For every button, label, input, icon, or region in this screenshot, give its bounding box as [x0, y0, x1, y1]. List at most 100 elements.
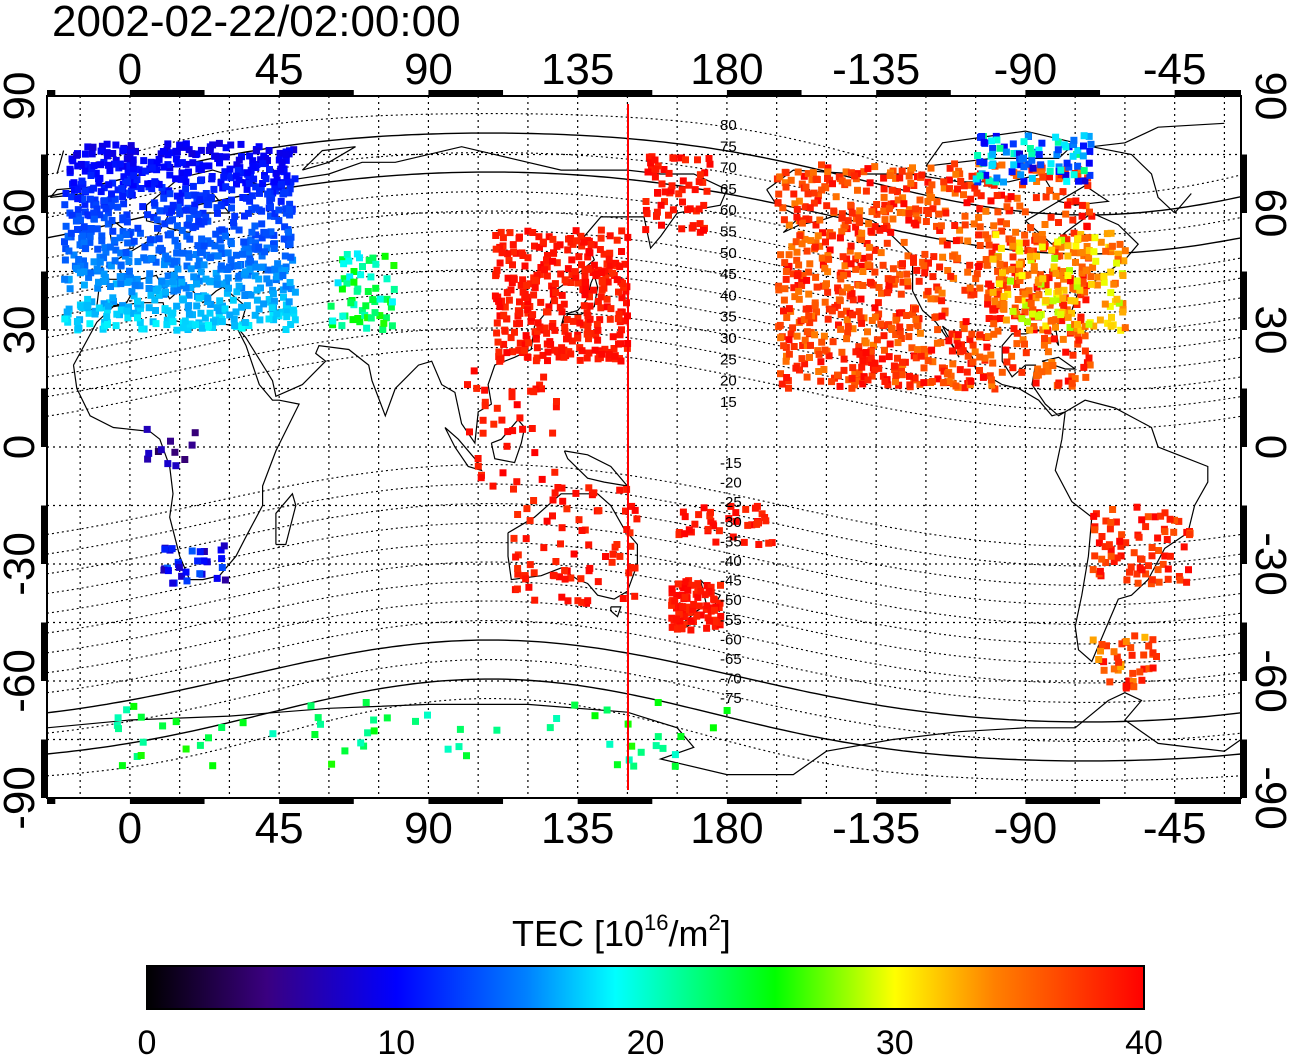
tec-cell — [999, 281, 1007, 289]
tec-cell — [166, 190, 174, 198]
tec-cell — [853, 377, 861, 385]
tec-cell — [220, 173, 228, 181]
tec-cell — [1028, 174, 1036, 182]
tec-cell — [564, 246, 572, 254]
tec-cell — [199, 162, 207, 170]
tec-cell — [939, 379, 947, 387]
tec-cell — [915, 277, 923, 285]
tec-cell — [1060, 268, 1068, 275]
tec-cell — [585, 335, 592, 343]
tec-cell — [860, 168, 868, 176]
tec-cell — [945, 337, 953, 345]
tec-cell — [1107, 229, 1115, 237]
tec-cell — [522, 535, 530, 543]
tec-cell — [710, 522, 718, 530]
tec-cell — [1085, 159, 1093, 167]
tec-cell — [152, 307, 159, 314]
tec-cell — [271, 265, 279, 273]
tec-cell — [249, 162, 257, 170]
tec-cell — [956, 226, 964, 234]
tec-cell — [164, 161, 172, 169]
tec-cell — [1088, 212, 1096, 220]
tec-cell — [216, 236, 224, 244]
tec-cell — [816, 242, 824, 250]
tec-cell — [1029, 306, 1037, 314]
tec-cell — [235, 176, 243, 184]
tec-cell — [1078, 263, 1086, 271]
tec-cell — [529, 229, 537, 236]
tec-cell — [244, 209, 252, 217]
tec-cell — [807, 341, 814, 349]
tec-cell — [96, 258, 104, 266]
tec-cell — [230, 219, 237, 226]
tec-cell — [1136, 668, 1144, 676]
tec-cell — [116, 234, 124, 242]
tec-cell — [109, 179, 117, 187]
frame-bar — [1025, 798, 1101, 804]
tec-cell — [668, 589, 676, 596]
tec-cell — [658, 221, 665, 229]
tec-cell — [1186, 531, 1193, 539]
tec-cell — [1013, 310, 1021, 318]
tec-cell — [584, 325, 592, 332]
tec-cell — [183, 577, 191, 585]
tec-cell — [526, 561, 534, 569]
tec-cell — [279, 286, 287, 294]
tec-cell — [339, 312, 347, 320]
tec-cell — [137, 752, 145, 759]
tec-cell — [363, 324, 371, 332]
tec-cell — [119, 180, 127, 188]
tec-cell — [1142, 523, 1150, 531]
tec-cell — [233, 180, 240, 188]
tec-cell — [1069, 351, 1077, 359]
tec-cell — [1018, 368, 1026, 376]
tec-cell — [372, 284, 380, 292]
tec-cell — [710, 595, 718, 603]
tec-cell — [595, 507, 603, 515]
tec-cell — [188, 150, 196, 158]
tec-cell — [997, 218, 1005, 226]
tec-cell — [1077, 231, 1085, 238]
tec-cell — [536, 323, 544, 331]
tec-cell — [765, 539, 773, 547]
tec-cell — [1142, 570, 1150, 578]
frame-bar — [428, 90, 504, 96]
tec-cell — [560, 353, 568, 361]
tec-cell — [798, 240, 806, 248]
tec-cell — [583, 330, 591, 338]
tec-cell — [682, 578, 690, 586]
tec-cell — [185, 302, 193, 310]
tec-cell — [263, 244, 271, 252]
tec-cell — [732, 509, 740, 517]
tec-cell — [185, 214, 193, 222]
tec-cell — [1089, 566, 1097, 574]
tec-cell — [653, 212, 660, 220]
tec-cell — [172, 175, 180, 183]
tec-cell — [1016, 161, 1024, 169]
tec-cell — [1049, 297, 1057, 305]
colorbar: TEC [1016/m2] 0 10 20 30 40 — [138, 910, 1163, 1057]
tec-cell — [1008, 236, 1016, 244]
tec-cell — [199, 209, 207, 217]
tec-cell — [200, 242, 208, 250]
tec-cell — [578, 598, 586, 606]
tec-cell — [120, 200, 128, 208]
tec-cell — [492, 232, 500, 239]
tec-cell — [217, 179, 225, 187]
tec-cell — [248, 206, 256, 213]
tec-cell — [934, 375, 942, 383]
left-lat-tick-label: -30 — [0, 532, 44, 596]
tec-cell — [98, 232, 106, 240]
right-lat-tick-label: 0 — [1246, 435, 1292, 459]
tec-cell — [753, 502, 761, 510]
tec-cell — [707, 508, 714, 516]
tec-cell — [1138, 676, 1146, 684]
tec-cell — [148, 254, 156, 262]
tec-cell — [1054, 381, 1062, 389]
tec-cell — [904, 282, 912, 290]
tec-cell — [886, 340, 894, 348]
tec-cell — [116, 273, 124, 281]
tec-cell — [489, 482, 497, 490]
tec-cell — [864, 261, 872, 269]
tec-cell — [238, 324, 246, 332]
